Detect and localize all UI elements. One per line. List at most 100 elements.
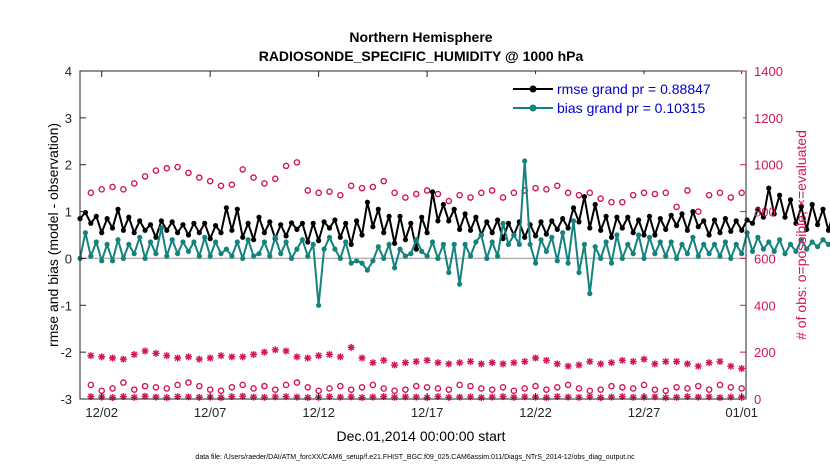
rmse-point [608, 234, 615, 240]
legend: rmse grand pr = 0.88847 bias grand pr = … [503, 74, 743, 120]
bias-point [522, 158, 528, 164]
obs-possible-high-marker [412, 190, 420, 198]
rmse-point [109, 225, 116, 231]
rmse-point [402, 237, 408, 243]
bias-point [749, 248, 756, 254]
plot-frame [79, 70, 747, 400]
rmse-point [554, 226, 560, 232]
rmse-point [413, 246, 419, 252]
rmse-point [777, 192, 783, 198]
x-tick-label: 12/07 [194, 405, 227, 420]
bias-point [267, 253, 273, 259]
rmse-point [229, 227, 235, 233]
bias-point [652, 251, 658, 257]
bias-point [565, 260, 571, 266]
x-tick-label: 12/27 [628, 405, 661, 420]
rmse-point [359, 232, 365, 238]
obs-possible-high-marker [87, 189, 95, 197]
obs-evaluated-low-marker [553, 393, 561, 401]
obs-evaluated-high-marker [705, 359, 713, 367]
obs-possible-low-marker [380, 385, 388, 392]
bias-point [359, 260, 365, 266]
obs-evaluated-high-marker [716, 358, 724, 366]
rmse-point [636, 217, 642, 223]
obs-possible-high-marker [337, 191, 344, 199]
legend-rmse-marker [529, 85, 537, 93]
obs-evaluated-low-marker [445, 393, 453, 401]
bias-point [467, 253, 474, 259]
bias-point [695, 253, 701, 259]
bias-point [115, 237, 121, 243]
obs-evaluated-high-marker [174, 354, 182, 362]
rmse-point [115, 206, 121, 212]
obs-evaluated-high-marker [542, 356, 550, 364]
bias-point [820, 237, 826, 243]
bias-point [500, 220, 506, 226]
rmse-point [196, 230, 202, 236]
bias-point [251, 253, 257, 259]
bias-point [614, 232, 620, 238]
rmse-point [500, 236, 506, 242]
y-right-tick-label: 600 [754, 251, 776, 266]
obs-evaluated-high-marker [325, 350, 333, 358]
obs-evaluated-low-marker [564, 393, 572, 401]
obs-possible-high-marker [282, 162, 290, 170]
rmse-point [674, 223, 680, 229]
obs-evaluated-low-marker [391, 393, 399, 401]
obs-possible-low-marker [608, 382, 615, 390]
obs-possible-low-marker [217, 387, 225, 395]
bias-point [516, 241, 522, 247]
x-tick-label: 01/01 [725, 405, 758, 420]
obs-possible-low-marker [488, 386, 496, 393]
obs-counts-layer [87, 159, 746, 402]
bias-point [272, 234, 278, 240]
obs-possible-low-marker [206, 386, 214, 393]
rmse-point [213, 223, 219, 229]
obs-possible-high-marker [185, 169, 192, 177]
rmse-point [392, 240, 398, 246]
obs-evaluated-low-marker [499, 393, 507, 401]
obs-evaluated-low-marker [694, 393, 702, 401]
bias-point [538, 237, 544, 243]
bias-point [207, 253, 213, 259]
obs-evaluated-high-marker [315, 352, 323, 360]
rmse-point [766, 185, 772, 191]
obs-evaluated-high-marker [564, 362, 572, 370]
rmse-point [484, 219, 490, 225]
obs-evaluated-high-marker [250, 350, 258, 358]
obs-evaluated-low-marker [358, 394, 366, 402]
obs-evaluated-low-marker [369, 393, 377, 401]
rmse-point [375, 206, 381, 212]
bias-point [191, 239, 197, 245]
obs-evaluated-high-marker [141, 347, 149, 355]
obs-possible-low-marker [369, 381, 377, 389]
obs-evaluated-high-marker [391, 361, 399, 369]
rmse-point [549, 218, 555, 224]
series-layer [77, 158, 830, 308]
obs-possible-high-marker [423, 187, 431, 194]
rmse-point [587, 225, 593, 231]
bias-point [777, 237, 783, 243]
bias-point [798, 237, 804, 243]
bias-point [381, 255, 387, 261]
obs-possible-low-marker [694, 382, 702, 390]
obs-possible-high-marker [608, 198, 615, 206]
bias-point [126, 241, 132, 247]
bias-point [288, 255, 295, 261]
obs-evaluated-high-marker [629, 358, 637, 366]
bias-point [164, 253, 170, 259]
bias-point [408, 251, 414, 257]
rmse-point [679, 211, 685, 217]
bias-point [744, 230, 750, 236]
obs-evaluated-low-marker [282, 393, 290, 401]
y-right-tick-label: 400 [754, 298, 776, 313]
y-tick-label: 3 [65, 111, 72, 126]
obs-evaluated-high-marker [738, 365, 746, 373]
obs-evaluated-high-marker [662, 358, 670, 366]
bias-point [440, 241, 446, 247]
obs-possible-high-marker [619, 198, 626, 206]
bias-point [82, 230, 88, 236]
obs-possible-low-marker [716, 381, 724, 389]
obs-possible-high-marker [130, 180, 138, 187]
bias-point [804, 246, 810, 252]
